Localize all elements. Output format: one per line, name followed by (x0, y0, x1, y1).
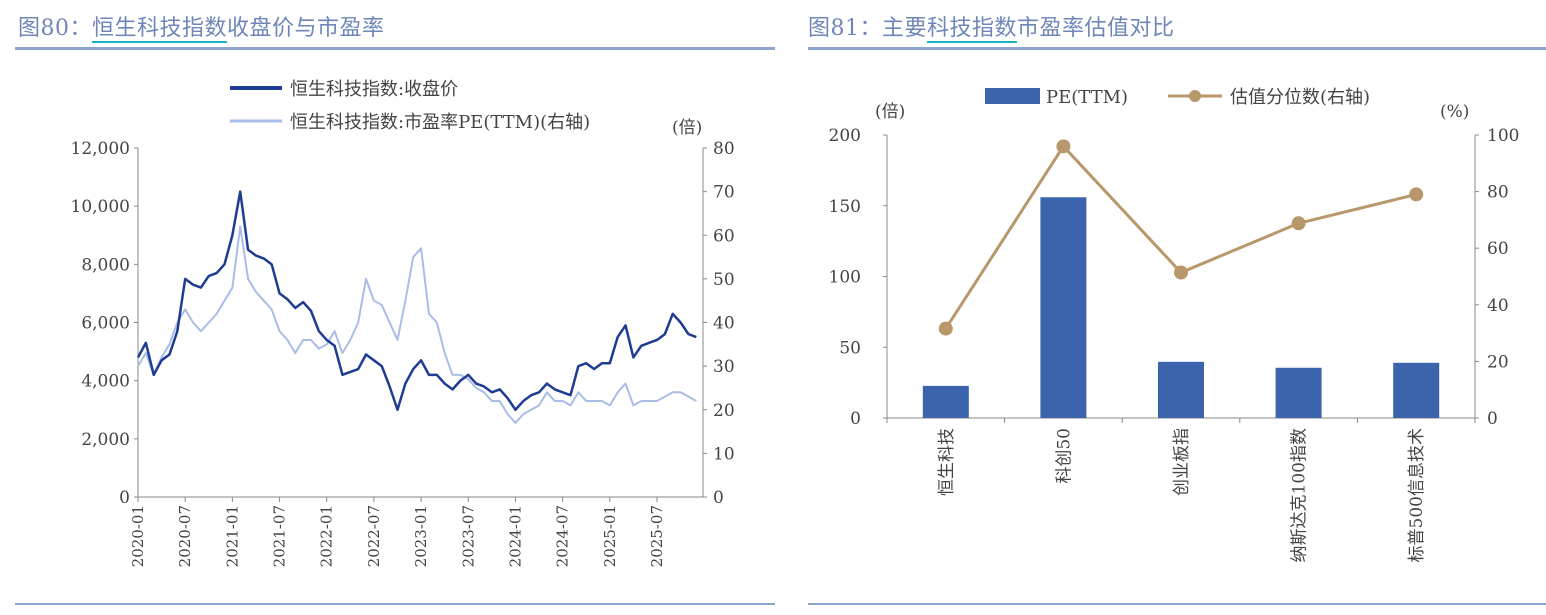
x-tick-label: 2024-07 (554, 505, 572, 567)
x-tick-label: 2023-01 (412, 505, 430, 567)
category-label: 创业板指 (1172, 428, 1192, 496)
x-tick-label: 2020-07 (176, 505, 194, 567)
title-underlined: 科技指数 (927, 16, 1018, 43)
category-label: 标普500信息技术 (1407, 428, 1427, 562)
y2-tick-label: 40 (1487, 296, 1509, 316)
percentile-point (1174, 265, 1188, 280)
legend-label: PE(TTM) (1046, 87, 1128, 108)
legend-swatch-marker (1189, 90, 1201, 102)
percentile-point (938, 321, 953, 336)
pe-series-line (137, 225, 697, 424)
y-tick-label: 50 (839, 338, 861, 358)
pe-bar (922, 385, 969, 418)
title-rule (15, 47, 775, 50)
title-prefix: 图81：主要 (808, 16, 927, 41)
title-prefix: 图80： (18, 16, 92, 41)
title-underlined: 恒生科技指数 (92, 16, 228, 43)
y-tick-label: 200 (829, 126, 861, 146)
y2-tick-label: 50 (713, 270, 735, 290)
right-axis-unit: (%) (1440, 102, 1469, 122)
pe-bar (1275, 367, 1322, 418)
pe-bar (1158, 361, 1204, 418)
y2-tick-label: 60 (713, 226, 735, 246)
legend-label: 恒生科技指数:市盈率PE(TTM)(右轴) (290, 112, 590, 133)
y2-tick-label: 80 (713, 139, 735, 159)
y-tick-label: 2,000 (81, 430, 130, 450)
y2-tick-label: 20 (1487, 352, 1509, 372)
y-tick-label: 10,000 (71, 197, 130, 217)
y-tick-label: 150 (829, 197, 861, 217)
y-tick-label: 0 (850, 409, 861, 429)
y2-tick-label: 40 (713, 314, 735, 334)
left-axis-unit: (倍) (875, 102, 905, 122)
y2-tick-label: 70 (713, 183, 735, 203)
x-tick-label: 2020-01 (129, 505, 147, 567)
right-axis-unit: (倍) (672, 118, 702, 138)
y-tick-label: 0 (119, 488, 130, 508)
percentile-line (944, 143, 1417, 330)
legend-swatch-bar (985, 88, 1040, 104)
close-price-series-line (136, 190, 697, 411)
y2-tick-label: 20 (713, 401, 735, 421)
x-tick-label: 2024-01 (506, 505, 524, 567)
title-rule (808, 47, 1546, 50)
y-tick-label: 6,000 (81, 314, 130, 334)
legend-label: 估值分位数(右轴) (1230, 87, 1370, 108)
y2-tick-label: 80 (1487, 183, 1509, 203)
x-tick-label: 2025-07 (648, 505, 666, 567)
x-tick-label: 2021-01 (223, 505, 241, 567)
y2-tick-label: 30 (713, 357, 735, 377)
left-chart-title: 图80：恒生科技指数收盘价与市盈率 (18, 10, 385, 43)
y-tick-label: 8,000 (81, 255, 130, 275)
y2-tick-label: 60 (1487, 239, 1509, 259)
percentile-point (1291, 216, 1306, 231)
category-label: 科创50 (1054, 428, 1074, 484)
pe-bar (1040, 197, 1087, 418)
x-tick-label: 2022-01 (318, 505, 336, 567)
percentile-point (1409, 187, 1424, 202)
bottom-rule (808, 603, 1546, 605)
category-label: 恒生科技 (937, 428, 957, 496)
y2-tick-label: 0 (1487, 409, 1498, 429)
y-tick-label: 100 (829, 268, 861, 288)
x-tick-label: 2023-07 (459, 505, 477, 567)
x-tick-label: 2021-07 (271, 505, 289, 567)
pe-bar (1393, 362, 1440, 418)
bottom-rule (15, 603, 775, 605)
title-rest: 市盈率估值对比 (1017, 16, 1175, 41)
title-rest: 收盘价与市盈率 (227, 16, 385, 41)
y2-tick-label: 0 (713, 488, 724, 508)
y-tick-label: 4,000 (81, 372, 130, 392)
category-label: 纳斯达克100指数 (1290, 428, 1310, 562)
y2-tick-label: 10 (713, 444, 735, 464)
legend-label: 恒生科技指数:收盘价 (290, 79, 458, 100)
percentile-point (1056, 139, 1071, 154)
y2-tick-label: 100 (1487, 126, 1519, 146)
y-tick-label: 12,000 (71, 139, 130, 159)
right-chart-title: 图81：主要科技指数市盈率估值对比 (808, 10, 1175, 43)
x-tick-label: 2022-07 (365, 505, 383, 567)
x-tick-label: 2025-01 (601, 505, 619, 567)
